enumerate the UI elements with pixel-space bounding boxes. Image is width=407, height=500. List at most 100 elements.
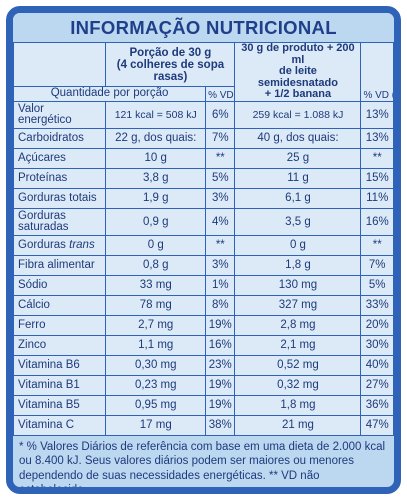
portion-vd: 5% [205, 167, 236, 189]
panel-title: INFORMAÇÃO NUTRICIONAL [13, 13, 394, 42]
portion-vd: ** [205, 234, 236, 256]
product-qty: 2,1 mg [234, 334, 362, 356]
portion-qty: 0,30 mg [105, 354, 207, 376]
product-qty: 0,52 mg [234, 354, 362, 376]
product-qty: 11 g [234, 167, 362, 189]
portion-qty: 78 mg [105, 294, 207, 316]
portion-vd: 19% [205, 314, 236, 336]
nutrient-name: Fibra alimentar [13, 254, 107, 276]
portion-vd: 7% [205, 127, 236, 149]
nutrition-panel: INFORMAÇÃO NUTRICIONAL Porção de 30 g (4… [6, 6, 401, 494]
table-row: Açúcares 10 g ** 25 g ** [13, 147, 394, 169]
portion-qty: 0,9 g [105, 207, 207, 236]
portion-line-2: (4 colheres de sopa rasas) [116, 58, 225, 83]
table-row: Proteínas 3,8 g 5% 11 g 15% [13, 167, 394, 189]
nutrient-name: Vitamina B5 [13, 394, 107, 416]
portion-qty: 1,9 g [105, 187, 207, 209]
table-row: Vitamina B6 0,30 mg 23% 0,52 mg 40% [13, 354, 394, 376]
table-row: Cálcio 78 mg 8% 327 mg 33% [13, 294, 394, 316]
product-qty: 0,32 mg [234, 374, 362, 396]
table-row: Valor energético 121 kcal = 508 kJ 6% 259… [13, 100, 394, 129]
table-row: Zinco 1,1 mg 16% 2,1 mg 30% [13, 334, 394, 356]
product-vd: 30% [360, 334, 394, 356]
product-qty: 21 mg [234, 414, 362, 436]
product-vd: 7% [360, 254, 394, 276]
product-vd: 27% [360, 374, 394, 396]
portion-vd: 6% [205, 100, 236, 129]
table-row: Ferro 2,7 mg 19% 2,8 mg 20% [13, 314, 394, 336]
nutrient-name: Carboidratos [13, 127, 107, 149]
portion-qty: 121 kcal = 508 kJ [105, 100, 207, 129]
portion-qty: 3,8 g [105, 167, 207, 189]
product-vd: ** [360, 234, 394, 256]
vd2-header: % VD (*) [360, 42, 394, 102]
nutrient-name: Ferro [13, 314, 107, 336]
product-vd: 11% [360, 187, 394, 209]
subheader-row: Quantidade por porção % VD (*) [13, 86, 394, 102]
product-qty: 0 g [234, 234, 362, 256]
qty-header: Quantidade por porção [13, 86, 207, 102]
product-qty: 2,8 mg [234, 314, 362, 336]
product-vd: 36% [360, 394, 394, 416]
vd1-header: % VD (*) [205, 86, 236, 102]
nutrient-name: Zinco [13, 334, 107, 356]
product-qty: 6,1 g [234, 187, 362, 209]
product-line-3: + 1/2 banana [264, 88, 332, 100]
portion-qty: 0,8 g [105, 254, 207, 276]
product-vd: 5% [360, 274, 394, 296]
portion-qty: 10 g [105, 147, 207, 169]
nutrient-name: Gorduras trans [13, 234, 107, 256]
product-qty: 327 mg [234, 294, 362, 316]
product-vd: 33% [360, 294, 394, 316]
table-row: Vitamina C 17 mg 38% 21 mg 47% [13, 414, 394, 436]
product-vd: 16% [360, 207, 394, 236]
portion-vd: 8% [205, 294, 236, 316]
portion-vd: 16% [205, 334, 236, 356]
footnote: * % Valores Diários de referência com ba… [19, 440, 386, 494]
portion-header: Porção de 30 g (4 colheres de sopa rasas… [105, 41, 236, 88]
portion-qty: 0,23 mg [105, 374, 207, 396]
portion-vd: 3% [205, 187, 236, 209]
product-vd: 47% [360, 414, 394, 436]
product-qty: 130 mg [234, 274, 362, 296]
table-row: Fibra alimentar 0,8 g 3% 1,8 g 7% [13, 254, 394, 276]
portion-line-1: Porção de 30 g [129, 46, 212, 59]
portion-vd: 19% [205, 374, 236, 396]
portion-vd: 3% [205, 254, 236, 276]
product-qty: 25 g [234, 147, 362, 169]
product-vd: ** [360, 147, 394, 169]
portion-vd: 38% [205, 414, 236, 436]
product-qty: 1,8 g [234, 254, 362, 276]
product-vd: 13% [360, 127, 394, 149]
portion-vd: 19% [205, 394, 236, 416]
product-qty: 1,8 mg [234, 394, 362, 416]
table-row: Gorduras totais 1,9 g 3% 6,1 g 11% [13, 187, 394, 209]
nutrient-name: Sódio [13, 274, 107, 296]
portion-qty: 17 mg [105, 414, 207, 436]
product-vd: 13% [360, 100, 394, 129]
table-row: Carboidratos 22 g, dos quais: 7% 40 g, d… [13, 127, 394, 149]
product-qty: 259 kcal = 1.088 kJ [234, 100, 362, 129]
portion-qty: 0 g [105, 234, 207, 256]
nutrient-name: Valor energético [13, 100, 107, 129]
nutrient-name: Vitamina C [13, 414, 107, 436]
nutrient-name: Vitamina B1 [13, 374, 107, 396]
portion-qty: 33 mg [105, 274, 207, 296]
product-header: 30 g de produto + 200 ml de leite semide… [234, 42, 362, 102]
header-row: Porção de 30 g (4 colheres de sopa rasas… [13, 41, 394, 102]
nutrient-name: Gorduras saturadas [13, 207, 107, 236]
portion-qty: 2,7 mg [105, 314, 207, 336]
portion-qty: 0,95 mg [105, 394, 207, 416]
nutrient-name: Proteínas [13, 167, 107, 189]
nutrition-table: Porção de 30 g (4 colheres de sopa rasas… [13, 41, 394, 436]
table-row: Gorduras saturadas 0,9 g 4% 3,5 g 16% [13, 207, 394, 236]
portion-qty: 1,1 mg [105, 334, 207, 356]
nutrient-name: Gorduras totais [13, 187, 107, 209]
header-blank [13, 41, 106, 88]
table-row: Vitamina B5 0,95 mg 19% 1,8 mg 36% [13, 394, 394, 416]
table-row: Vitamina B1 0,23 mg 19% 0,32 mg 27% [13, 374, 394, 396]
product-qty: 40 g, dos quais: [234, 127, 362, 149]
portion-vd: 1% [205, 274, 236, 296]
portion-qty: 22 g, dos quais: [105, 127, 207, 149]
portion-vd: 23% [205, 354, 236, 376]
